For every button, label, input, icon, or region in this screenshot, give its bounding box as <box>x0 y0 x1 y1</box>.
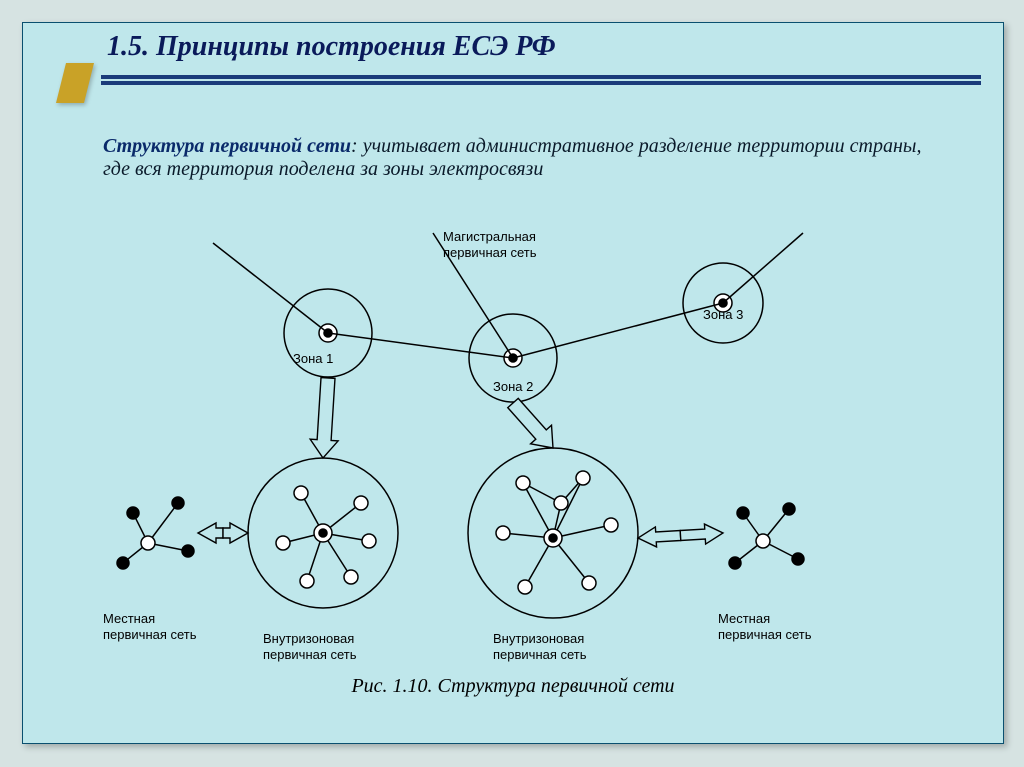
figure-caption: Рис. 1.10. Структура первичной сети <box>23 675 1003 698</box>
decor-gold-box <box>56 63 94 103</box>
title-underline <box>101 81 981 85</box>
svg-text:первичная сеть: первичная сеть <box>443 245 537 260</box>
svg-text:Внутризоновая: Внутризоновая <box>493 631 584 646</box>
slide-title: 1.5. Принципы построения ЕСЭ РФ <box>101 31 556 62</box>
body-text: Структура первичной сети: учитывает адми… <box>103 135 923 181</box>
title-bar: 1.5. Принципы построения ЕСЭ РФ <box>101 31 981 79</box>
svg-text:Магистральная: Магистральная <box>443 229 536 244</box>
svg-text:Местная: Местная <box>718 611 770 626</box>
network-diagram: Зона 1Зона 2Зона 3Магистральнаяпервичная… <box>63 203 963 663</box>
svg-text:первичная сеть: первичная сеть <box>718 627 812 642</box>
svg-text:Зона 2: Зона 2 <box>493 379 533 394</box>
svg-text:первичная сеть: первичная сеть <box>103 627 197 642</box>
svg-text:Внутризоновая: Внутризоновая <box>263 631 354 646</box>
body-lead: Структура первичной сети <box>103 135 351 157</box>
svg-text:Зона 3: Зона 3 <box>703 307 743 322</box>
svg-text:Местная: Местная <box>103 611 155 626</box>
svg-text:Зона 1: Зона 1 <box>293 351 333 366</box>
svg-text:первичная сеть: первичная сеть <box>263 647 357 662</box>
svg-text:первичная сеть: первичная сеть <box>493 647 587 662</box>
slide: 1.5. Принципы построения ЕСЭ РФ Структур… <box>22 22 1004 744</box>
